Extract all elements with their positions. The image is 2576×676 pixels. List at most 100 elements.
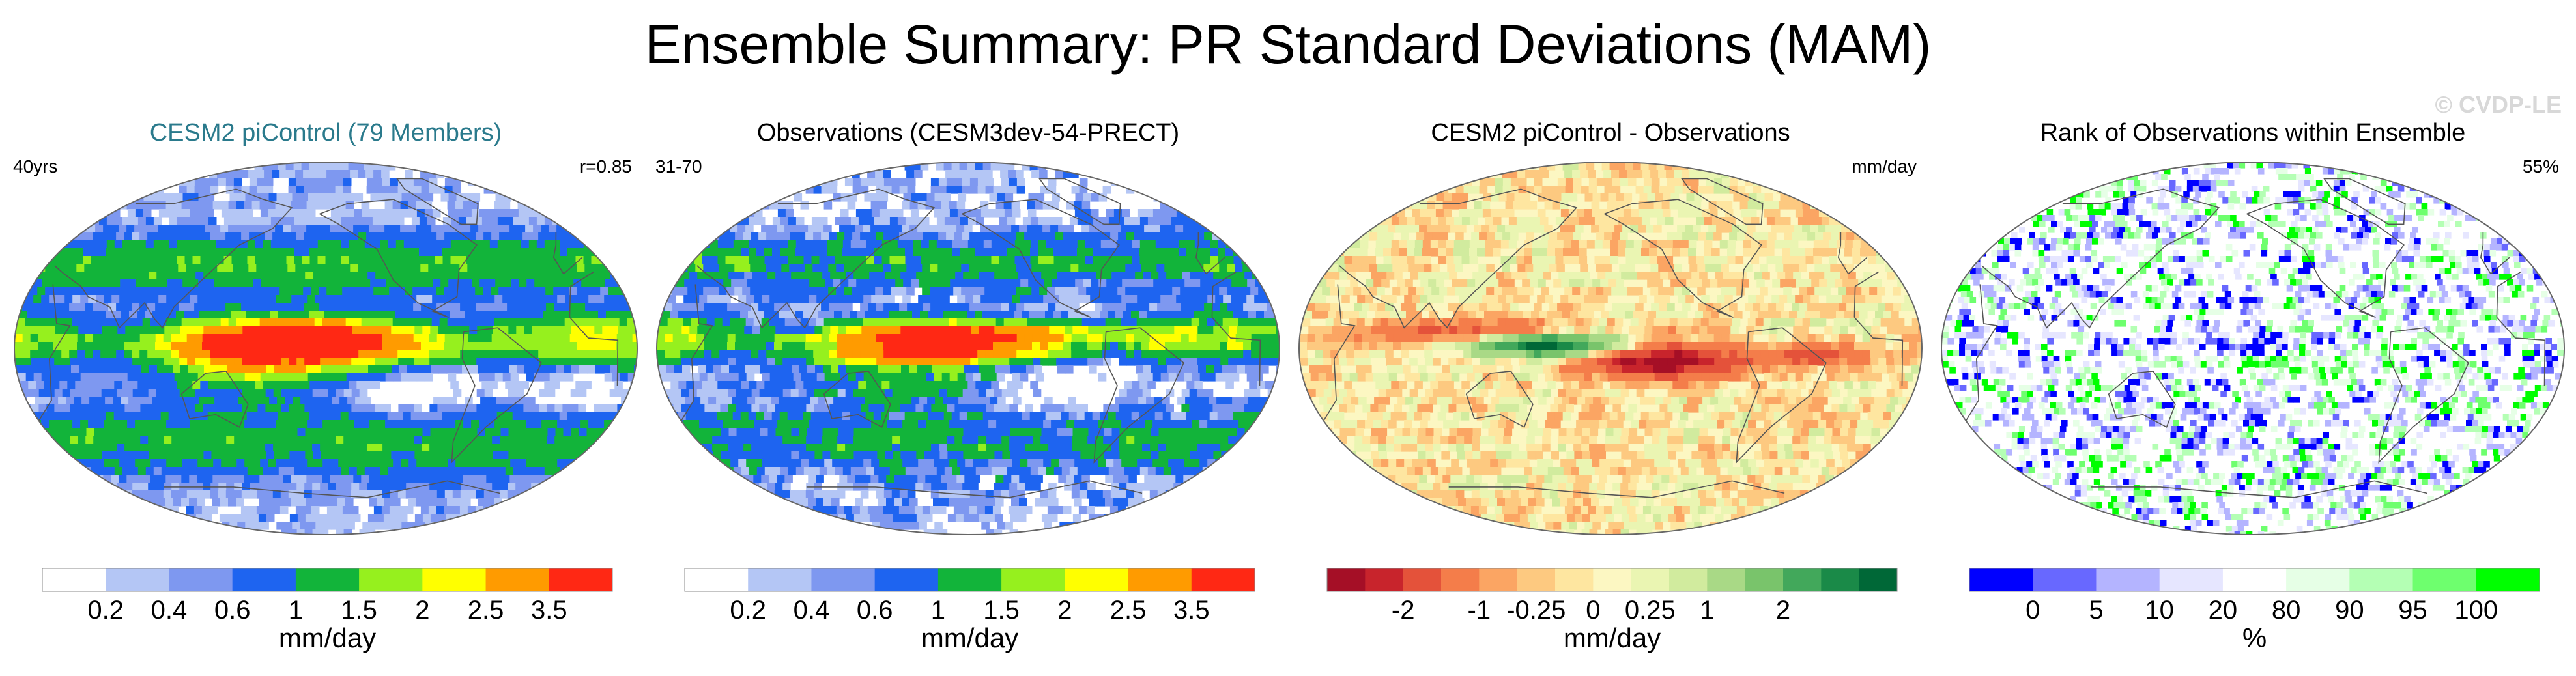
field-cell: [352, 272, 360, 280]
field-cell: [102, 365, 111, 374]
field-cell: [601, 303, 609, 311]
field-cell: [484, 389, 493, 397]
field-cell: [103, 225, 111, 233]
field-cell: [689, 326, 698, 335]
field-cell: [865, 397, 873, 405]
field-cell: [497, 256, 506, 264]
field-cell: [51, 381, 60, 389]
field-cell: [223, 412, 232, 421]
field-cell: [450, 412, 459, 421]
field-cell: [795, 240, 805, 249]
field-cell: [225, 178, 235, 186]
field-cell: [452, 342, 461, 350]
field-cell: [343, 483, 352, 491]
field-cell: [570, 436, 579, 444]
field-cell: [422, 436, 430, 444]
field-cell: [956, 225, 965, 233]
field-cell: [401, 279, 410, 288]
field-cell: [777, 209, 786, 218]
field-cell: [445, 358, 453, 366]
field-cell: [358, 334, 367, 343]
field-cell: [686, 381, 694, 389]
field-cell: [421, 186, 430, 194]
field-cell: [1007, 217, 1016, 225]
field-cell: [83, 240, 92, 249]
field-cell: [1220, 404, 1229, 413]
field-cell: [524, 365, 533, 374]
field-cell: [49, 420, 57, 429]
field-cell: [420, 287, 429, 296]
field-cell: [198, 193, 207, 202]
field-cell: [281, 444, 289, 452]
field-cell: [891, 303, 900, 311]
pattern-correlation: r=0.85: [579, 156, 632, 176]
field-cell: [225, 350, 234, 358]
field-cell: [985, 186, 994, 194]
field-cell: [225, 490, 235, 499]
field-cell: [395, 248, 404, 257]
field-cell: [944, 248, 952, 257]
field-cell: [842, 311, 850, 319]
field-cell: [252, 373, 261, 382]
field-cell: [923, 358, 932, 366]
field-cell: [747, 279, 755, 288]
field-cell: [255, 256, 264, 264]
field-cell: [767, 389, 776, 397]
field-cell: [548, 365, 556, 374]
field-cell: [486, 475, 494, 483]
field-cell: [132, 232, 140, 241]
field-cell: [902, 201, 911, 210]
field-cell: [41, 295, 50, 303]
field-cell: [419, 240, 428, 249]
field-cell: [320, 436, 328, 444]
field-cell: [345, 365, 353, 374]
field-cell: [988, 373, 997, 382]
field-cell: [321, 365, 330, 374]
field-cell: [330, 373, 339, 382]
field-cell: [356, 217, 365, 225]
field-cell: [279, 264, 288, 272]
field-cell: [126, 318, 136, 327]
field-cell: [94, 326, 102, 335]
field-cell: [236, 373, 246, 382]
field-cell: [1117, 264, 1126, 272]
field-cell: [577, 287, 585, 296]
field-cell: [980, 295, 989, 303]
field-cell: [335, 232, 343, 241]
field-cell: [57, 295, 65, 303]
field-cell: [192, 381, 201, 389]
field-cell: [414, 436, 422, 444]
field-cell: [389, 506, 398, 514]
field-cell: [830, 272, 838, 280]
field-cell: [1210, 240, 1219, 249]
field-cell: [328, 451, 337, 460]
field-cell: [313, 272, 321, 280]
field-cell: [969, 232, 978, 241]
field-cell: [1152, 209, 1162, 218]
field-cell: [751, 389, 760, 397]
field-cell: [83, 256, 92, 264]
field-cell: [413, 178, 422, 186]
field-cell: [1085, 256, 1094, 264]
field-cell: [403, 467, 412, 475]
field-cell: [703, 287, 711, 296]
field-cell: [211, 451, 220, 460]
field-cell: [315, 373, 324, 382]
field-cell: [1032, 350, 1040, 358]
field-cell: [801, 279, 810, 288]
field-cell: [532, 365, 541, 374]
field-cell: [1165, 342, 1173, 350]
field-cell: [1192, 295, 1200, 303]
field-cell: [928, 240, 937, 249]
field-cell: [77, 342, 85, 350]
field-cell: [860, 342, 868, 350]
field-cell: [1188, 232, 1197, 241]
field-cell: [273, 444, 281, 452]
field-cell: [391, 428, 400, 436]
field-cell: [326, 264, 335, 272]
field-cell: [780, 217, 789, 225]
field-cell: [397, 334, 407, 343]
field-cell: [969, 287, 977, 296]
field-cell: [435, 467, 444, 475]
field-cell: [1077, 240, 1086, 249]
